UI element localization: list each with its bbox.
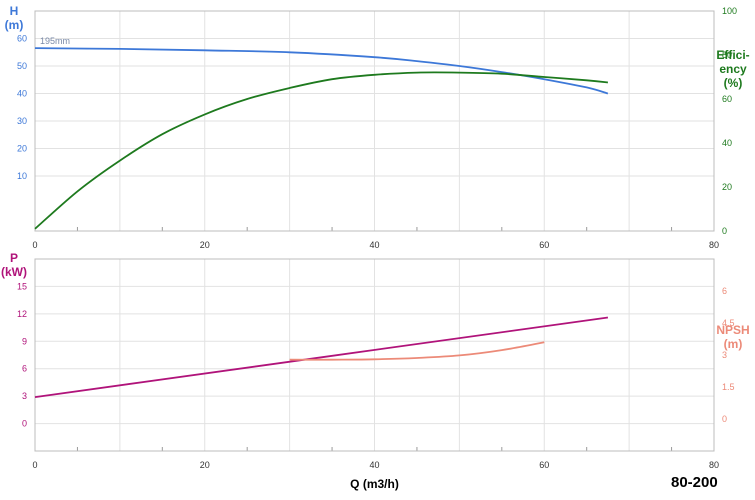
model-label: 80-200 [671, 474, 718, 491]
bottom-right-axis-title: NPSH [716, 323, 749, 337]
top-left-axis-title: H [10, 4, 19, 18]
bottom-left-tick-label: 9 [22, 336, 27, 346]
x-axis-title: Q (m3/h) [350, 477, 399, 491]
top-head-curve [34, 47, 609, 95]
top-right-tick-label: 0 [722, 226, 727, 236]
bottom-x-tick-label: 0 [32, 460, 37, 470]
top-x-tick-label: 20 [200, 240, 210, 250]
bottom-x-tick-label: 80 [709, 460, 719, 470]
bottom-right-axis-title: (m) [724, 337, 743, 351]
top-left-tick-label: 40 [17, 89, 27, 99]
top-series-label: 195mm [40, 36, 70, 46]
top-left-tick-label: 60 [17, 34, 27, 44]
bottom-left-axis-title: (kW) [1, 265, 27, 279]
top-left-axis-title: (m) [5, 18, 24, 32]
top-x-tick-label: 80 [709, 240, 719, 250]
bottom-left-tick-label: 3 [22, 391, 27, 401]
top-left-tick-label: 10 [17, 171, 27, 181]
bottom-x-tick-label: 60 [539, 460, 549, 470]
bottom-left-tick-label: 6 [22, 364, 27, 374]
bottom-x-tick-label: 20 [200, 460, 210, 470]
top-right-axis-title: Effici- [716, 48, 749, 62]
bottom-right-tick-label: 4.5 [722, 318, 735, 328]
top-left-tick-label: 20 [17, 144, 27, 154]
bottom-right-tick-label: 1.5 [722, 382, 735, 392]
bottom-right-tick-label: 3 [722, 350, 727, 360]
top-x-tick-label: 0 [32, 240, 37, 250]
bottom-left-axis-title: P [10, 251, 18, 265]
top-x-tick-label: 60 [539, 240, 549, 250]
top-right-axis-title: (%) [724, 76, 743, 90]
bottom-left-tick-label: 15 [17, 281, 27, 291]
top-plot-frame [34, 10, 715, 232]
top-right-tick-label: 40 [722, 138, 732, 148]
bottom-left-tick-label: 0 [22, 419, 27, 429]
top-right-tick-label: 100 [722, 6, 737, 16]
top-efficiency-curve [34, 71, 609, 230]
bottom-right-tick-label: 6 [722, 286, 727, 296]
top-x-tick-label: 40 [369, 240, 379, 250]
top-right-axis-title: ency [719, 62, 747, 76]
top-right-tick-label: 60 [722, 94, 732, 104]
bottom-left-tick-label: 12 [17, 309, 27, 319]
top-left-tick-label: 30 [17, 116, 27, 126]
bottom-npsh-curve [289, 341, 545, 361]
bottom-plot-frame [34, 258, 715, 452]
bottom-x-tick-label: 40 [369, 460, 379, 470]
top-right-tick-label: 20 [722, 182, 732, 192]
top-right-tick-label: 80 [722, 50, 732, 60]
bottom-power-curve [34, 316, 609, 398]
top-left-tick-label: 50 [17, 61, 27, 71]
bottom-right-tick-label: 0 [722, 414, 727, 424]
